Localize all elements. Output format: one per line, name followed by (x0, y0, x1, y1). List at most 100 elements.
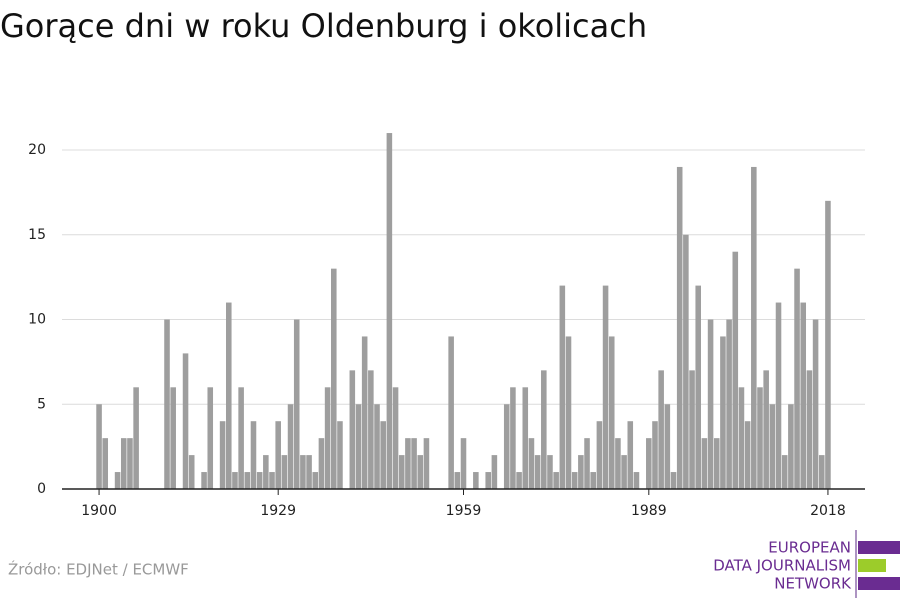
bar (664, 404, 671, 489)
bar (238, 387, 244, 489)
bar (454, 472, 461, 489)
source: Źródło: EDJNet / ECMWF (8, 560, 189, 579)
bar (256, 472, 263, 489)
bar (726, 319, 732, 489)
bar (361, 336, 368, 489)
bar (633, 472, 640, 489)
bar (281, 455, 288, 489)
bar (386, 133, 393, 490)
x-tick-label: 1959 (446, 503, 482, 519)
bar (683, 234, 689, 489)
logo-text: EUROPEAN (768, 539, 851, 557)
bar (164, 319, 170, 489)
bar (114, 472, 121, 489)
bar (707, 319, 714, 489)
y-tick-label: 20 (28, 142, 46, 158)
bar (337, 421, 343, 489)
bar (374, 404, 380, 489)
bar (201, 472, 207, 489)
logo-bar (858, 577, 900, 590)
bar (380, 421, 386, 489)
bar (485, 472, 491, 489)
bar (244, 472, 251, 489)
bar (368, 370, 374, 489)
bar (670, 472, 677, 489)
bar (781, 455, 788, 489)
x-tick-label: 1929 (260, 503, 296, 519)
bar (689, 370, 695, 489)
bar (448, 336, 454, 489)
bar (800, 302, 807, 489)
bar (300, 455, 306, 489)
y-tick-label: 0 (37, 481, 46, 497)
y-tick-label: 5 (37, 396, 46, 412)
bar (510, 387, 516, 489)
bar (608, 336, 615, 489)
logo-text: DATA JOURNALISM (713, 557, 851, 575)
bar (491, 455, 498, 489)
bar (423, 438, 430, 489)
bar (621, 455, 627, 489)
bar (312, 472, 319, 489)
bar (263, 455, 269, 489)
bar (812, 319, 819, 489)
bar (646, 438, 652, 489)
x-tick-label: 1989 (631, 503, 667, 519)
bar (225, 302, 232, 489)
bar (411, 438, 417, 489)
chart-title: Gorące dni w roku Oldenburg i okolicach (0, 7, 647, 45)
bar (590, 472, 596, 489)
bar (170, 387, 176, 489)
bar (102, 438, 109, 489)
bar (615, 438, 621, 489)
bar (701, 438, 708, 489)
bar (503, 404, 510, 489)
bar (596, 421, 603, 489)
bar (293, 319, 300, 489)
bar (757, 387, 763, 489)
bar (349, 370, 356, 489)
bar (794, 268, 800, 489)
bar (287, 404, 294, 489)
bar (676, 166, 683, 489)
bar (775, 302, 782, 489)
bar (120, 438, 127, 489)
bar (324, 387, 331, 489)
logo-bar (858, 559, 886, 572)
bar (695, 285, 702, 489)
bar (818, 455, 825, 489)
logo-bar (858, 541, 900, 554)
bar (331, 268, 337, 489)
x-tick-label: 2018 (810, 503, 846, 519)
bar (713, 438, 720, 489)
bar (652, 421, 658, 489)
bar (732, 251, 739, 489)
bar (219, 421, 226, 489)
bar (578, 455, 584, 489)
bar (744, 421, 751, 489)
bar (232, 472, 238, 489)
bar (127, 438, 133, 489)
bar (207, 387, 214, 489)
bar (825, 200, 831, 489)
bar (584, 438, 590, 489)
bar (133, 387, 139, 489)
bar (553, 472, 559, 489)
bar (571, 472, 578, 489)
logo-text: NETWORK (774, 575, 852, 593)
bar (751, 166, 757, 489)
bar (788, 404, 794, 489)
bar (522, 387, 529, 489)
x-tick-label: 1900 (81, 503, 117, 519)
bar (627, 421, 634, 489)
bar (460, 438, 467, 489)
bar (528, 438, 535, 489)
bar (188, 455, 195, 489)
logo: EUROPEAN DATA JOURNALISM NETWORK (713, 530, 900, 598)
bar (559, 285, 566, 489)
bar (763, 370, 769, 489)
bar (318, 438, 325, 489)
bar (405, 438, 411, 489)
bar (534, 455, 541, 489)
